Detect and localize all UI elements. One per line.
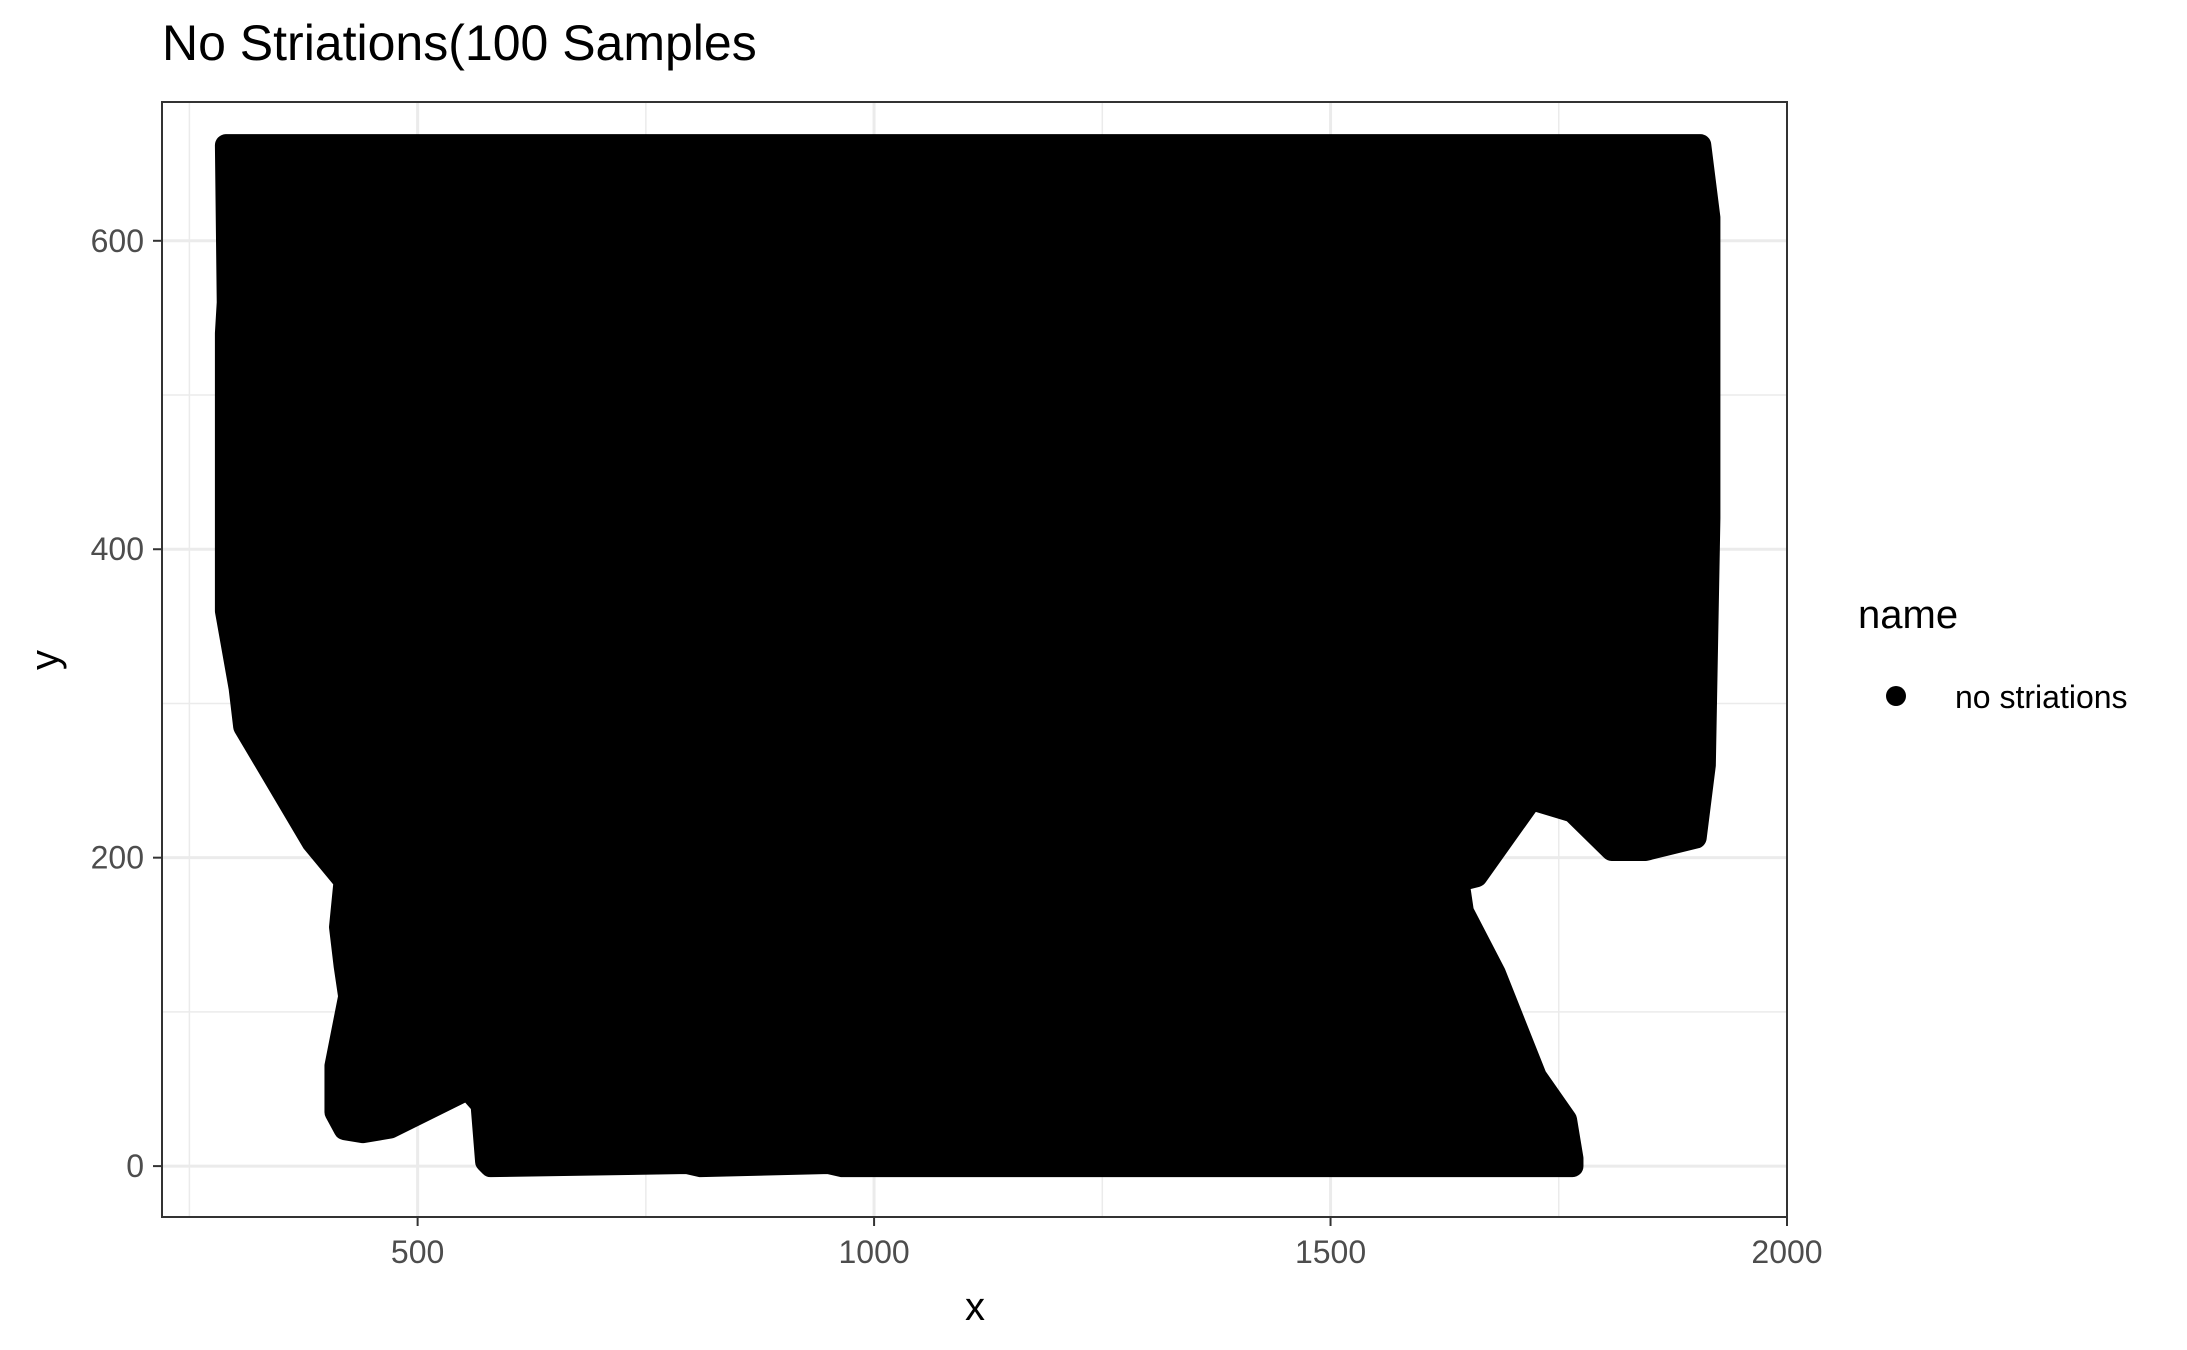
- legend-marker-no-striations: [1886, 686, 1906, 706]
- y-tick-label: 200: [91, 840, 144, 876]
- y-tick-label: 400: [91, 531, 144, 567]
- series-no-striations-points: [214, 134, 1721, 1178]
- x-tick-label: 2000: [1751, 1234, 1822, 1270]
- legend: name no striations: [1858, 593, 2128, 715]
- data-layer: [214, 134, 1721, 1178]
- legend-label-no-striations: no striations: [1955, 679, 2128, 715]
- panel-border: [161, 101, 1788, 1218]
- x-axis: 500 1000 1500 2000: [391, 1217, 1823, 1270]
- y-axis-title: y: [23, 650, 67, 670]
- x-tick-label: 1000: [838, 1234, 909, 1270]
- y-axis: 0 200 400 600: [91, 223, 162, 1184]
- y-tick-label: 0: [126, 1148, 144, 1184]
- legend-title: name: [1858, 593, 1958, 637]
- x-axis-title: x: [965, 1285, 985, 1329]
- y-tick-label: 600: [91, 223, 144, 259]
- chart-title: No Striations(100 Samples: [162, 15, 757, 71]
- x-tick-label: 500: [391, 1234, 444, 1270]
- x-tick-label: 1500: [1295, 1234, 1366, 1270]
